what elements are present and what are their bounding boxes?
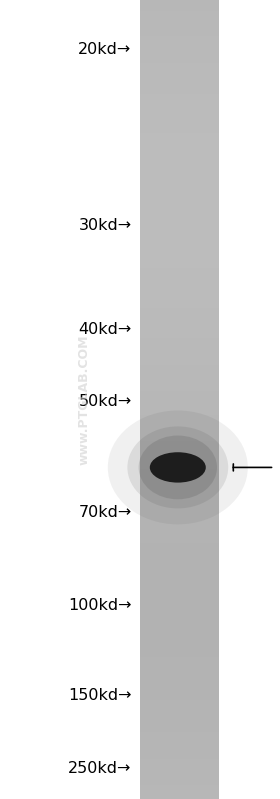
Text: 50kd→: 50kd→ <box>78 394 132 408</box>
Ellipse shape <box>127 427 228 508</box>
Text: 30kd→: 30kd→ <box>78 218 132 233</box>
Text: 20kd→: 20kd→ <box>78 42 132 57</box>
Text: 150kd→: 150kd→ <box>68 688 132 702</box>
Ellipse shape <box>108 411 248 524</box>
Text: www.PTGLAB.COM: www.PTGLAB.COM <box>78 334 90 465</box>
Text: 40kd→: 40kd→ <box>78 322 132 336</box>
Ellipse shape <box>150 452 206 483</box>
Text: 70kd→: 70kd→ <box>78 506 132 520</box>
Ellipse shape <box>139 435 217 499</box>
Text: 250kd→: 250kd→ <box>68 761 132 776</box>
Text: 100kd→: 100kd→ <box>68 598 132 613</box>
